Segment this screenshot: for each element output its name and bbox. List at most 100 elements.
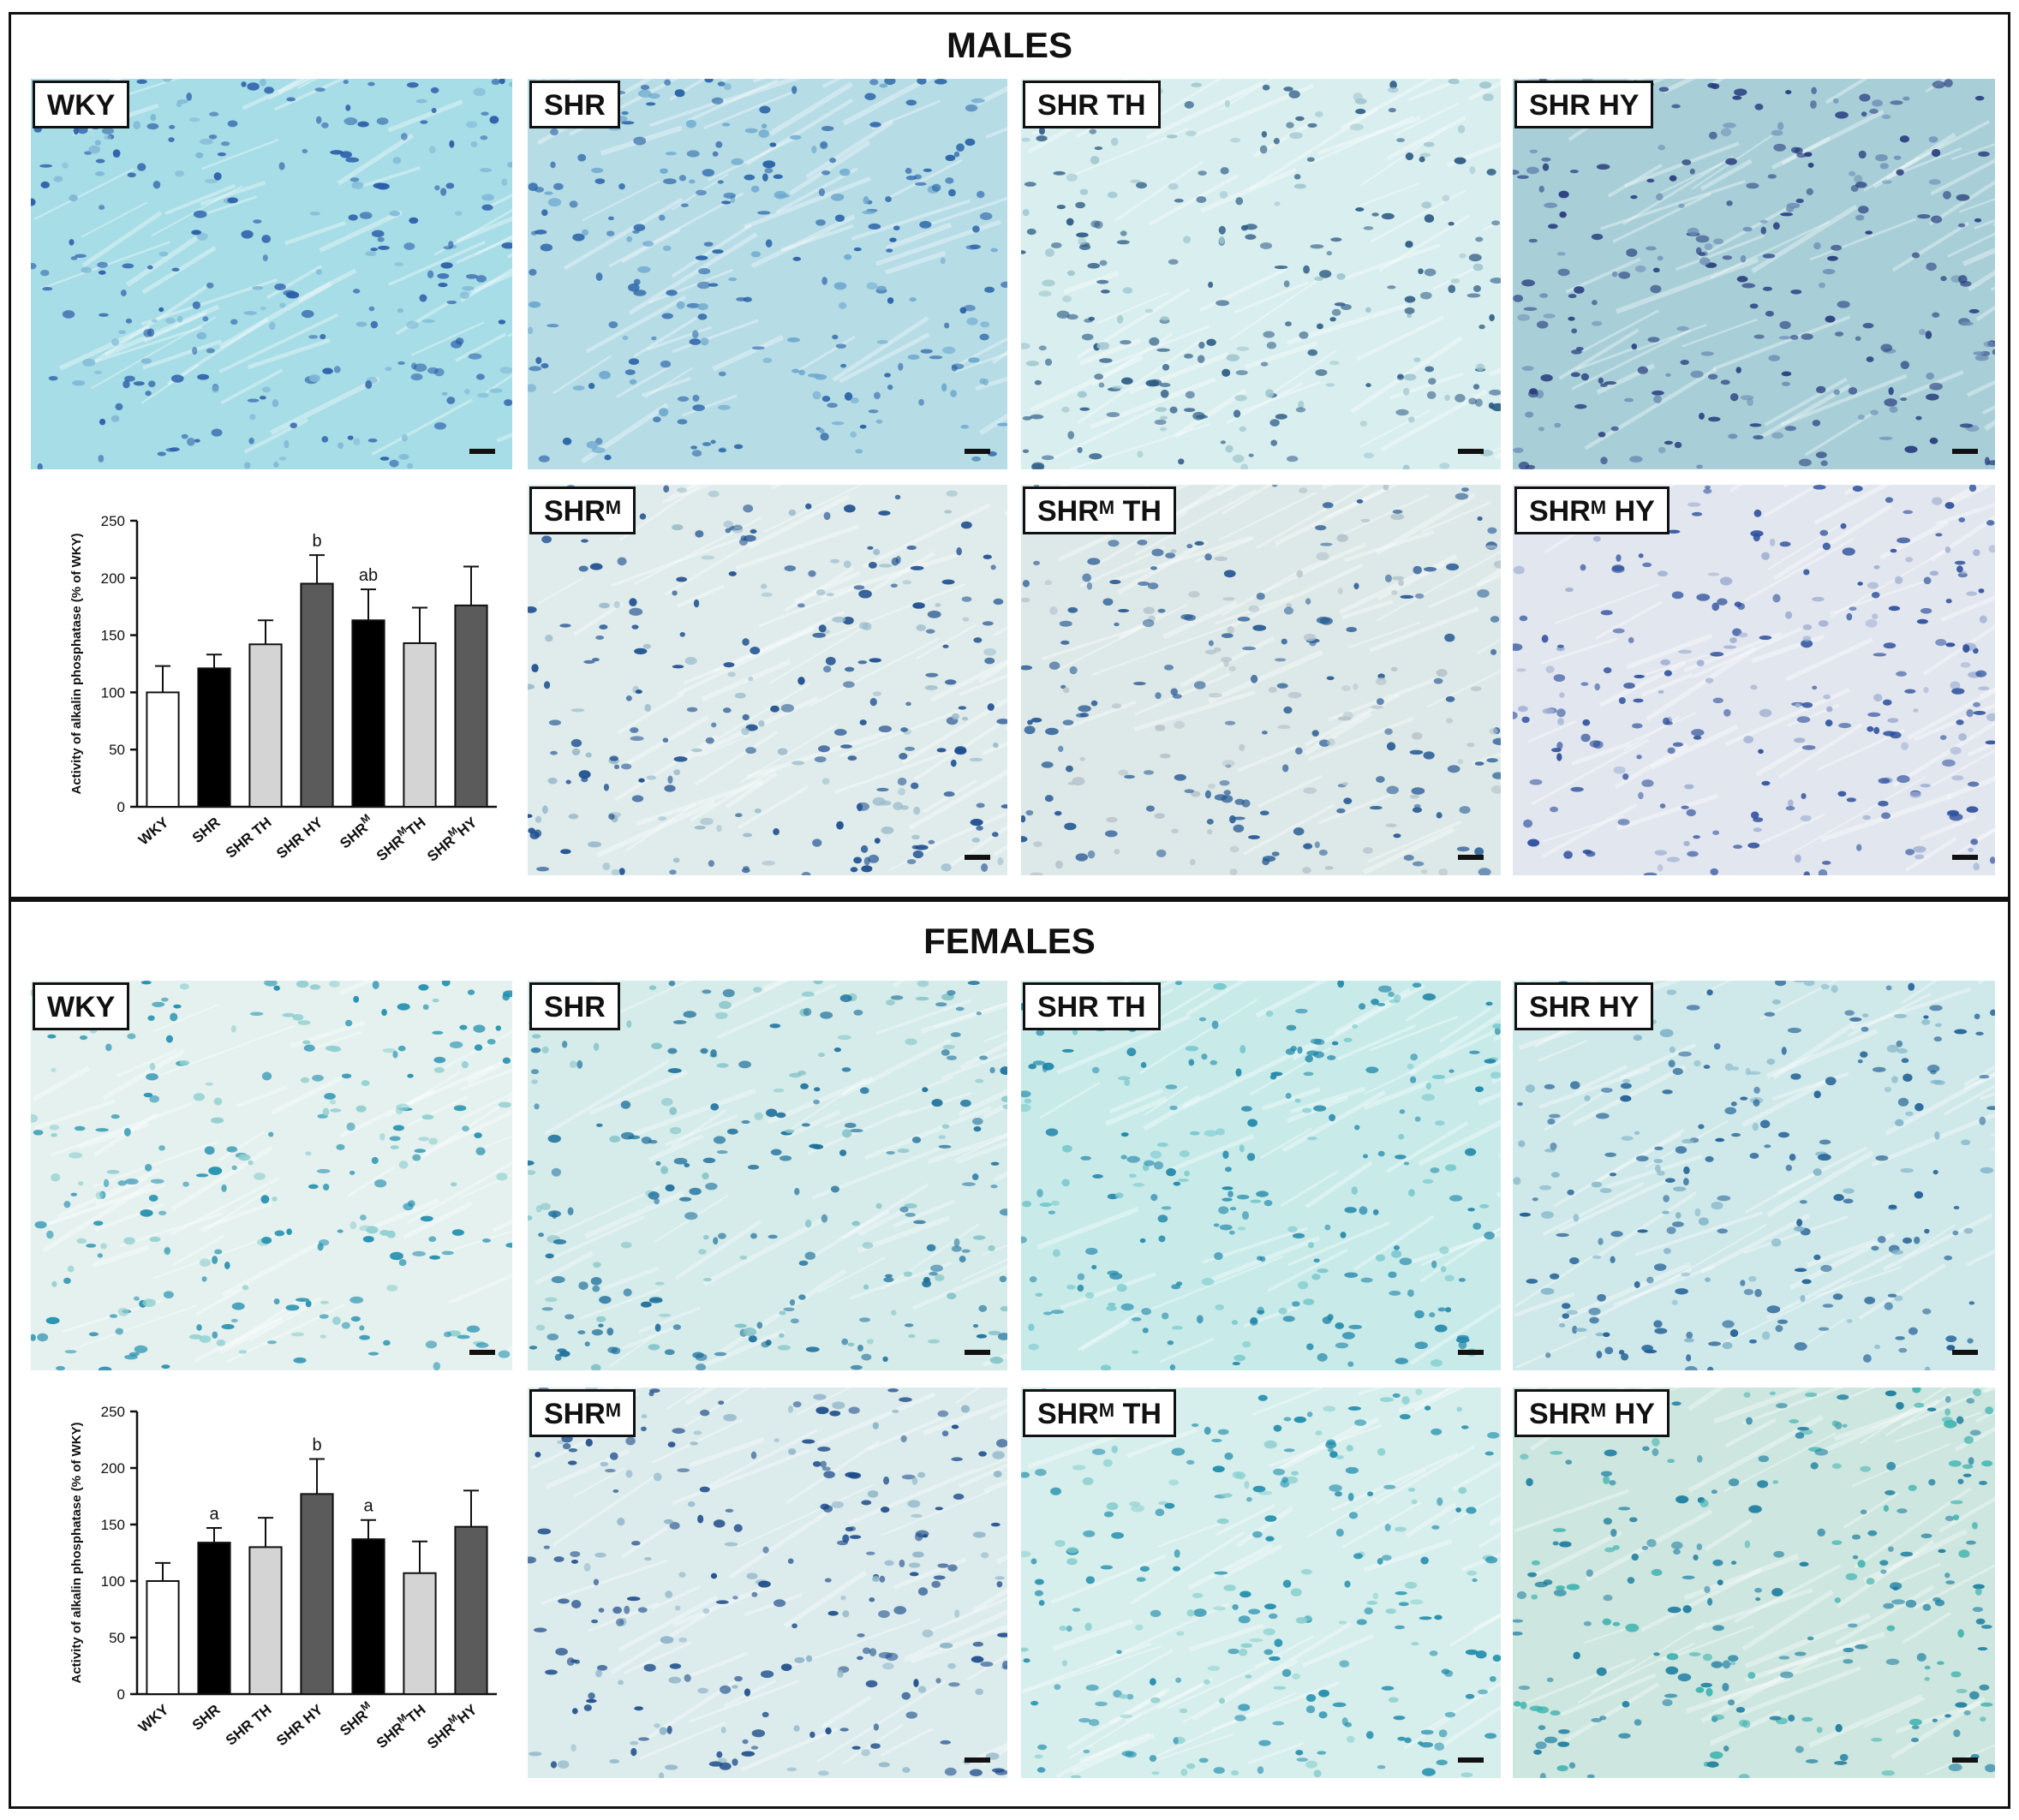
micrograph-males-6: SHRM HY (1513, 485, 1995, 875)
label-rest: HY (1606, 1398, 1655, 1430)
label-main: WKY (47, 991, 116, 1023)
label-rest: HY (1606, 495, 1655, 528)
y-tick-label: 200 (101, 1460, 125, 1477)
scale-bar (469, 449, 495, 454)
x-tick-label: SHR TH (223, 1702, 275, 1749)
scale-bar (1458, 449, 1484, 454)
y-axis-label: Activity of alkalin phosphatase (% of WK… (69, 533, 84, 794)
label-main: SHR (544, 495, 606, 528)
label-main: SHR (1529, 495, 1591, 528)
y-tick-label: 250 (101, 1404, 125, 1420)
label-sup: M (1098, 1399, 1115, 1421)
x-tick-label: SHRMTH (371, 811, 428, 864)
y-tick-label: 250 (101, 513, 125, 529)
bar (351, 1538, 385, 1695)
bar (248, 643, 283, 808)
micrograph-females-6: SHRM HY (1513, 1387, 1995, 1778)
tissue-texture (1021, 79, 1501, 469)
significance-label: a (363, 1497, 373, 1516)
bar (146, 691, 180, 808)
x-tick-label: SHR TH (223, 815, 275, 862)
tissue-texture (1021, 981, 1501, 1370)
x-tick-label: WKY (135, 1701, 172, 1735)
label-main: SHR TH (1037, 991, 1146, 1023)
label-sup: M (605, 497, 622, 518)
label-main: SHR (1037, 495, 1099, 528)
tissue-texture (528, 981, 1007, 1370)
tissue-texture (528, 79, 1007, 464)
x-tick-label: SHRMHY (422, 811, 481, 865)
micrograph-females-3: SHR HY (1513, 981, 1995, 1370)
bar (351, 619, 385, 808)
scale-bar (1952, 1350, 1978, 1355)
y-tick-label: 200 (101, 570, 125, 587)
micrograph-label: SHRM HY (1514, 1389, 1670, 1437)
label-main: SHR (544, 1398, 606, 1430)
y-tick-label: 150 (101, 1517, 125, 1533)
y-tick-label: 0 (117, 799, 125, 815)
label-sup: M (605, 1399, 622, 1421)
micrograph-males-0: WKY (31, 79, 512, 469)
scale-bar (965, 449, 990, 454)
label-main: SHR (544, 991, 606, 1023)
x-tick-label: SHRM (335, 1698, 378, 1739)
tissue-texture (1513, 981, 1995, 1370)
x-tick-label: SHRMHY (422, 1698, 481, 1752)
females-chart-svg: 0 50 100 150 200 250 Activity of alkalin phosp… (69, 1404, 497, 1752)
label-rest: TH (1114, 495, 1162, 528)
bar (403, 1572, 437, 1695)
micrograph-males-5: SHRM TH (1021, 485, 1501, 875)
males-chart-svg: 0 50 100 150 200 250 Activity of alkalin phosp… (69, 513, 497, 865)
tissue-texture (528, 485, 1007, 875)
significance-label: b (312, 532, 321, 551)
label-main: SHR HY (1529, 991, 1640, 1023)
micrograph-females-2: SHR TH (1021, 981, 1501, 1370)
bar (197, 1542, 231, 1695)
micrograph-label: SHR HY (1514, 81, 1654, 128)
females-bar-chart: 0 50 100 150 200 250 Activity of alkalin phosp… (34, 1387, 514, 1790)
section-title-males: MALES (947, 25, 1072, 65)
y-tick-label: 150 (101, 628, 125, 644)
x-tick-label: SHR (189, 1702, 224, 1734)
scale-bar (965, 855, 990, 860)
x-tick-label: WKY (135, 814, 172, 848)
scale-bar (1458, 855, 1484, 860)
tissue-texture (528, 1387, 1007, 1778)
y-tick-label: 100 (101, 1573, 125, 1590)
tissue-texture (1513, 485, 1995, 875)
bar (403, 641, 437, 808)
micrograph-label: WKY (33, 81, 130, 128)
bar (300, 1493, 334, 1695)
micrograph-label: SHRM (529, 486, 636, 534)
label-main: SHR (1037, 1398, 1099, 1430)
micrograph-label: SHR TH (1023, 982, 1161, 1030)
tissue-texture (31, 79, 512, 469)
bar (454, 604, 488, 808)
scale-bar (965, 1350, 990, 1355)
x-tick-label: SHRM (335, 811, 378, 851)
micrograph-label: SHR HY (1514, 982, 1654, 1030)
micrograph-females-4: SHRM (528, 1387, 1007, 1778)
micrograph-males-3: SHR HY (1513, 79, 1995, 469)
micrograph-label: SHRM TH (1023, 486, 1176, 534)
tissue-texture (1513, 1387, 1995, 1778)
micrograph-males-1: SHR (528, 79, 1007, 469)
tissue-texture (31, 981, 512, 1370)
scale-bar (965, 1757, 990, 1763)
y-tick-label: 100 (101, 684, 125, 701)
tissue-texture (1021, 485, 1501, 875)
bar (454, 1525, 488, 1695)
micrograph-label: SHRM TH (1023, 1389, 1176, 1437)
tissue-texture (1021, 1387, 1501, 1778)
micrograph-label: SHR (529, 982, 620, 1030)
micrograph-males-2: SHR TH (1021, 79, 1501, 469)
bar (300, 582, 334, 808)
x-tick-label: SHRMTH (371, 1698, 428, 1751)
bar (197, 667, 231, 808)
y-tick-label: 0 (117, 1686, 125, 1703)
y-tick-label: 50 (109, 742, 125, 758)
scale-bar (1952, 449, 1978, 454)
significance-label: a (209, 1505, 219, 1524)
x-tick-label: SHR (189, 815, 224, 847)
label-main: SHR (1529, 1398, 1591, 1430)
